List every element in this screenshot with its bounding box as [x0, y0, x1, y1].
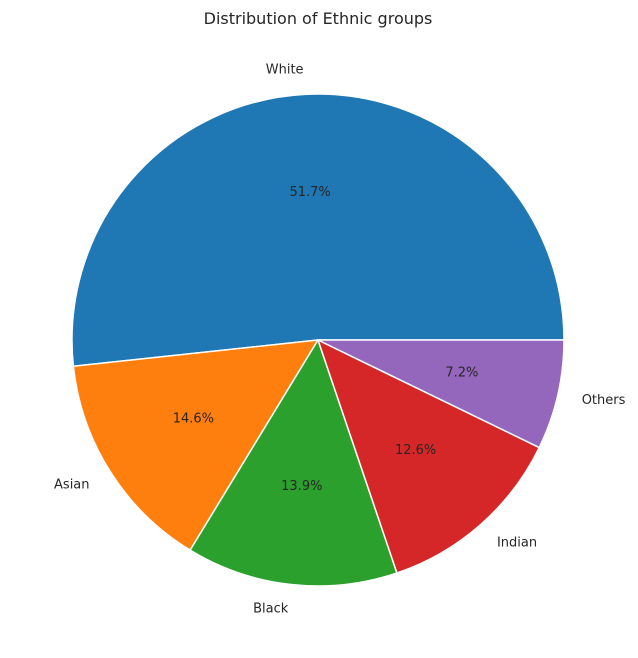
- pie-slice-indian: [317, 339, 541, 574]
- slice-label-others: Others: [582, 393, 626, 408]
- slice-percent-asian: 14.6%: [173, 412, 214, 427]
- slice-percent-others: 7.2%: [445, 366, 478, 381]
- slice-percent-black: 13.9%: [281, 479, 322, 494]
- pie-slice-white: [71, 93, 565, 367]
- chart-title: Distribution of Ethnic groups: [204, 9, 433, 28]
- slice-label-asian: Asian: [54, 477, 89, 492]
- slice-label-indian: Indian: [497, 535, 537, 550]
- slice-percent-white: 51.7%: [289, 185, 330, 200]
- pie-slice-black: [189, 339, 398, 587]
- pie-slice-asian: [72, 339, 319, 551]
- pie-labels: White 51.7% Asian 14.6% Black 13.9% Indian 12.6…: [54, 62, 626, 616]
- pie-slice-others: [317, 339, 565, 449]
- pie-slices: [71, 93, 565, 587]
- slice-label-white: White: [266, 62, 304, 77]
- slice-percent-indian: 12.6%: [395, 443, 436, 458]
- slice-label-black: Black: [253, 601, 289, 616]
